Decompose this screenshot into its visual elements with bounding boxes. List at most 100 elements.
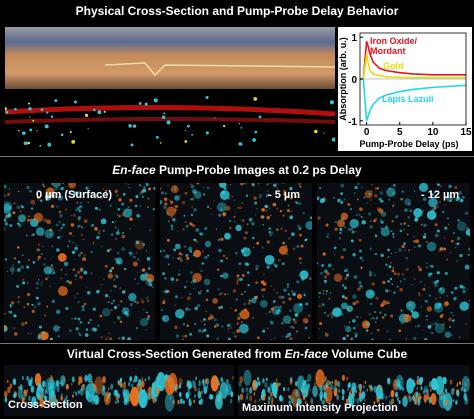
speckle [8,188,11,190]
speckle [217,306,221,310]
series-line [360,78,467,122]
speckle [349,218,359,229]
speckle [400,309,403,312]
speckle [174,386,177,391]
speckle [17,301,20,304]
speckle [406,233,409,236]
speckle [60,226,64,230]
speckle [380,211,387,217]
speckle [454,186,458,189]
speckle [275,228,279,232]
title-part: En-face [284,347,329,361]
speckle [290,197,293,200]
speckle [101,307,111,317]
speckle [23,389,27,395]
speckle [5,106,7,111]
speckle [434,323,445,334]
speckle [270,383,273,388]
speckle [416,379,420,386]
speckle [439,314,444,319]
speckle [267,386,272,394]
speckle [4,325,7,329]
speckle [204,255,208,260]
speckle [41,281,44,284]
speckle [203,328,207,332]
speckle [286,333,291,338]
speckle [410,309,414,313]
speckle [123,192,126,195]
speckle [368,313,372,316]
speckle [227,293,229,295]
speckle [452,399,455,403]
speckle [351,230,355,234]
speckle [350,227,354,230]
speckle [295,389,299,397]
speckle [321,400,324,405]
speckle [55,309,61,315]
speckle [192,272,202,283]
speckle [317,196,319,201]
speckle [406,381,409,386]
speckle [50,375,54,382]
speckle [347,388,349,391]
speckle [85,328,89,331]
speckle [51,299,56,304]
speckle [325,223,329,227]
legend-label: Lapis Lazuli [382,94,434,104]
speckle [413,336,417,340]
speckle [162,301,166,305]
speckle [278,382,281,386]
speckle [122,382,127,390]
speckle [49,228,53,232]
speckle [324,379,326,383]
speckle [378,197,382,201]
speckle [375,321,377,323]
speckle [104,264,108,268]
speckle [455,197,459,202]
speckle [315,376,318,381]
speckle [4,218,7,222]
speckle [29,189,32,193]
speckle [76,201,79,204]
speckle [12,211,16,215]
speckle [142,243,145,246]
speckle [419,280,422,283]
speckle [254,130,258,134]
speckle [368,274,371,277]
speckle [71,140,76,144]
speckle [418,392,421,397]
speckle [136,300,140,304]
speckle [135,252,138,254]
speckle [369,384,373,390]
speckle [283,192,287,196]
speckle [262,295,264,298]
speckle [340,192,344,195]
speckle [179,194,182,197]
speckle [86,290,91,295]
speckle [117,393,120,399]
speckle [129,255,131,257]
speckle [220,208,223,211]
speckle [439,185,443,188]
speckle [236,282,239,285]
speckle [422,235,427,239]
speckle [422,197,427,201]
y-axis-label: Absorption (arb. u.) [338,37,348,121]
speckle [164,289,169,294]
speckle [385,225,389,229]
speckle [78,210,82,213]
speckle [289,337,293,340]
speckle [392,267,395,270]
speckle [57,253,67,262]
speckle [16,205,21,210]
speckle [299,185,302,189]
speckle [371,282,375,286]
speckle [60,187,63,191]
speckle [345,398,349,404]
speckle [197,390,202,399]
speckle [418,267,422,272]
speckle [164,192,167,195]
speckle [436,206,439,208]
speckle [103,278,105,281]
